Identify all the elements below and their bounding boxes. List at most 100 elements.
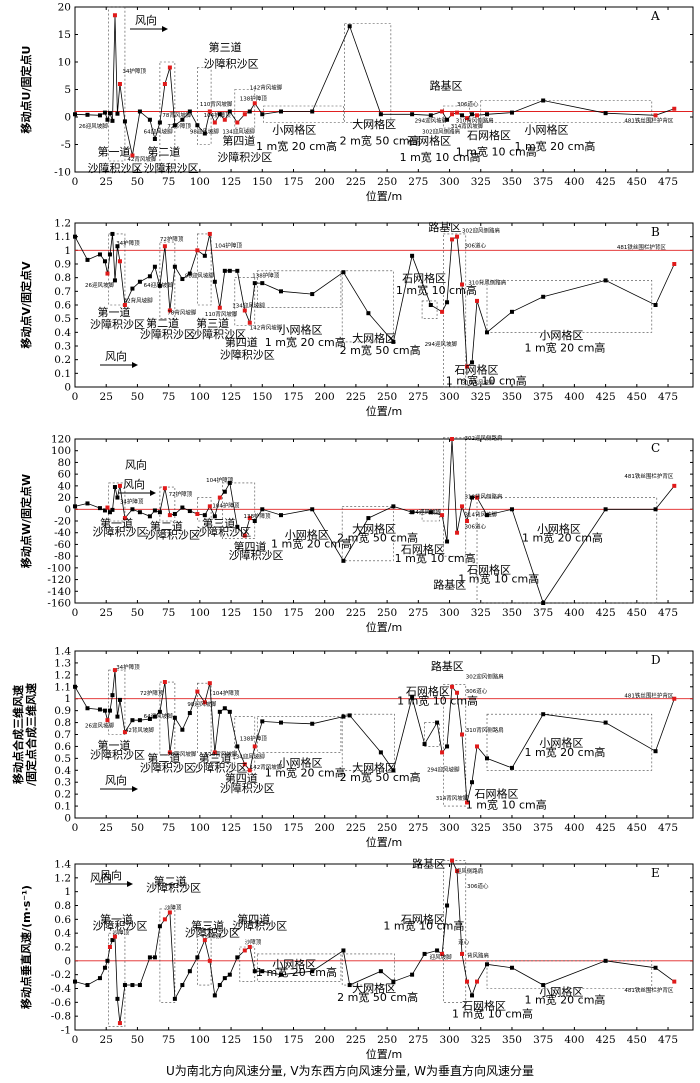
x-tick-label: 275 bbox=[408, 176, 428, 188]
measure-point bbox=[445, 117, 450, 122]
measure-point bbox=[97, 506, 102, 511]
zone-box bbox=[108, 482, 126, 522]
annotation: 134迎风坡脚 bbox=[232, 302, 265, 310]
measure-point bbox=[410, 695, 415, 700]
measure-point bbox=[115, 111, 120, 116]
wind-label: 风向 bbox=[105, 349, 127, 363]
annotation: 石网格区 bbox=[475, 787, 519, 801]
measure-point bbox=[603, 958, 608, 963]
x-tick-label: 475 bbox=[658, 391, 678, 403]
measure-point bbox=[422, 951, 427, 956]
measure-point bbox=[115, 996, 120, 1001]
zone-box bbox=[341, 270, 394, 343]
measure-point bbox=[217, 112, 222, 117]
x-tick-label: 375 bbox=[533, 176, 553, 188]
y-tick-label: 0.4 bbox=[54, 928, 71, 940]
annotation: 104护障顶 bbox=[212, 689, 239, 697]
x-tick-label: 250 bbox=[377, 822, 397, 834]
annotation: 大网格区 bbox=[352, 760, 396, 774]
measure-point-key bbox=[117, 483, 122, 488]
measure-point-key bbox=[475, 298, 480, 303]
y-tick-label: 20 bbox=[58, 492, 71, 504]
measure-point bbox=[378, 969, 383, 974]
measure-point bbox=[260, 719, 265, 724]
measure-point bbox=[147, 716, 152, 721]
measure-point-key bbox=[475, 744, 480, 749]
y-tick-label: -0.2 bbox=[51, 969, 71, 981]
measure-point bbox=[115, 495, 120, 500]
annotation: 314背风坡脚 bbox=[465, 510, 498, 518]
x-tick-label: 75 bbox=[162, 1034, 175, 1046]
x-tick-label: 200 bbox=[315, 822, 335, 834]
annotation: 104护障顶 bbox=[206, 476, 233, 484]
annotation: 大网格区 bbox=[352, 331, 396, 345]
wind-label: 风向 bbox=[123, 477, 145, 491]
measure-point-key bbox=[475, 979, 480, 984]
measure-point bbox=[172, 511, 177, 516]
y-tick-label: 0 bbox=[64, 112, 71, 124]
wind-arrow-head bbox=[127, 881, 133, 887]
annotation: 72沙障顶 bbox=[167, 122, 191, 130]
measure-point-key bbox=[252, 101, 257, 106]
measure-point bbox=[187, 711, 192, 716]
annotation: 第三道 bbox=[209, 40, 242, 54]
x-tick-label: 475 bbox=[658, 176, 678, 188]
annotation: 石网格区 bbox=[467, 128, 511, 142]
zone-box bbox=[480, 100, 653, 123]
annotation: 石网格区 bbox=[407, 134, 451, 148]
x-tick-label: 125 bbox=[221, 1034, 241, 1046]
measure-point-key bbox=[465, 116, 470, 121]
measure-point bbox=[147, 117, 152, 122]
y-axis-label: /固定点合成三维风速 bbox=[24, 683, 38, 786]
measure-point bbox=[541, 712, 546, 717]
annotation: 98迎风坡脚 bbox=[187, 700, 216, 708]
measure-point-key bbox=[162, 82, 167, 86]
measure-point-key bbox=[247, 768, 252, 773]
measure-point bbox=[85, 706, 90, 711]
measure-point bbox=[445, 744, 450, 749]
x-tick-label: 225 bbox=[346, 607, 366, 619]
annotation: 314背风坡脚 bbox=[462, 378, 495, 386]
measure-point bbox=[110, 938, 115, 943]
measure-point-key bbox=[455, 690, 460, 695]
annotation: 1 m宽 10 cm高 bbox=[383, 919, 464, 933]
measure-point-key bbox=[455, 234, 460, 239]
annotation: 98迎风坡脚 bbox=[185, 272, 214, 280]
annotation: 石网格区 bbox=[402, 271, 446, 285]
y-tick-label: 0.6 bbox=[54, 300, 71, 312]
x-tick-label: 225 bbox=[346, 176, 366, 188]
series-line bbox=[74, 233, 675, 368]
measure-point bbox=[97, 976, 102, 981]
annotation: 481铁丝围栏护背区 bbox=[624, 986, 673, 994]
measure-point-key bbox=[117, 82, 122, 86]
measure-point bbox=[130, 718, 135, 723]
x-tick-label: 200 bbox=[315, 1034, 335, 1046]
annotation: 小网格区 bbox=[539, 328, 583, 342]
annotation: 沙障顶 bbox=[245, 938, 262, 946]
measure-point bbox=[97, 252, 102, 257]
y-tick-label: 1.1 bbox=[54, 681, 71, 693]
annotation: 2 m宽 50 cm高 bbox=[340, 134, 421, 148]
y-tick-label: 1.3 bbox=[54, 657, 71, 669]
annotation: 294迎风坡脚 bbox=[408, 508, 441, 516]
y-tick-label: 0.6 bbox=[54, 914, 71, 926]
measure-point bbox=[347, 713, 352, 718]
measure-point bbox=[97, 707, 102, 712]
x-tick-label: 200 bbox=[315, 391, 335, 403]
measure-point-key bbox=[217, 305, 222, 310]
zone-box bbox=[108, 233, 126, 306]
measure-point bbox=[212, 514, 217, 519]
annotation: 310背风侧路肩 bbox=[456, 117, 494, 125]
x-tick-label: 150 bbox=[252, 607, 272, 619]
annotation: 1 m宽 10 cm高 bbox=[466, 797, 547, 811]
annotation: 142背风坡脚 bbox=[250, 763, 283, 771]
measure-point-key bbox=[252, 744, 257, 749]
measure-point bbox=[509, 110, 514, 115]
annotation: 沙障积沙区 bbox=[192, 760, 247, 774]
annotation: 78背风坡脚 bbox=[162, 111, 191, 119]
annotation: 138护障顶 bbox=[240, 734, 267, 742]
measure-point bbox=[112, 485, 117, 490]
annotation: 沙障积沙区 bbox=[140, 760, 195, 774]
annotation: 306道心 bbox=[457, 100, 479, 108]
x-tick-label: 225 bbox=[346, 391, 366, 403]
